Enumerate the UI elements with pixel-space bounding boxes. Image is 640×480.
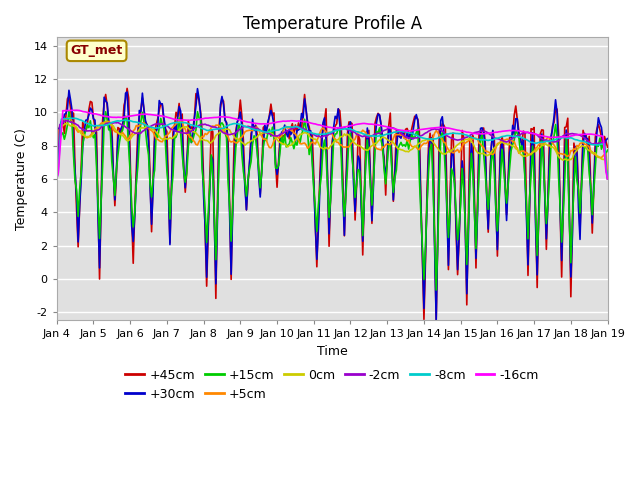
+15cm	[399, 143, 406, 149]
-2cm	[70, 120, 77, 126]
+30cm	[156, 97, 163, 103]
-16cm	[157, 113, 164, 119]
+45cm	[124, 85, 131, 91]
-8cm	[53, 176, 61, 182]
Line: 0cm: 0cm	[57, 122, 607, 179]
+15cm	[368, 202, 376, 208]
+30cm	[194, 86, 202, 92]
+5cm	[157, 139, 164, 144]
-8cm	[157, 125, 164, 131]
Text: GT_met: GT_met	[70, 44, 123, 57]
-2cm	[53, 176, 61, 182]
-8cm	[67, 115, 74, 121]
Line: -8cm: -8cm	[57, 118, 607, 179]
+15cm	[65, 108, 73, 114]
-16cm	[538, 133, 546, 139]
+15cm	[387, 142, 394, 147]
+5cm	[399, 132, 406, 138]
+45cm	[399, 132, 406, 138]
+5cm	[368, 136, 376, 142]
+15cm	[540, 157, 547, 163]
+5cm	[604, 176, 611, 182]
-2cm	[63, 118, 71, 123]
+15cm	[604, 147, 611, 153]
+45cm	[387, 110, 394, 116]
+15cm	[53, 131, 61, 137]
-16cm	[604, 176, 611, 182]
X-axis label: Time: Time	[317, 345, 348, 358]
+5cm	[538, 141, 546, 146]
-8cm	[70, 116, 77, 121]
-16cm	[68, 108, 76, 113]
Line: -2cm: -2cm	[57, 120, 607, 179]
Line: +15cm: +15cm	[57, 111, 607, 290]
+45cm	[157, 101, 164, 107]
+30cm	[68, 107, 76, 113]
-8cm	[368, 133, 376, 139]
-2cm	[604, 176, 611, 182]
+5cm	[65, 115, 73, 120]
+5cm	[53, 176, 61, 181]
+45cm	[604, 144, 611, 150]
+5cm	[70, 121, 77, 127]
+45cm	[368, 220, 376, 226]
+45cm	[433, 318, 440, 324]
-16cm	[73, 108, 81, 113]
-8cm	[387, 131, 394, 136]
-8cm	[604, 176, 611, 182]
Line: -16cm: -16cm	[57, 110, 607, 179]
Line: +5cm: +5cm	[57, 118, 607, 179]
+15cm	[433, 287, 440, 293]
+15cm	[70, 153, 77, 159]
+30cm	[368, 218, 376, 224]
0cm	[368, 143, 376, 149]
+30cm	[53, 124, 61, 130]
+30cm	[604, 136, 611, 142]
-2cm	[399, 132, 406, 137]
0cm	[399, 147, 406, 153]
Line: +30cm: +30cm	[57, 89, 607, 321]
+45cm	[53, 126, 61, 132]
Title: Temperature Profile A: Temperature Profile A	[243, 15, 422, 33]
0cm	[387, 139, 394, 144]
-16cm	[53, 176, 61, 182]
Legend: +45cm, +30cm, +15cm, +5cm, 0cm, -2cm, -8cm, -16cm: +45cm, +30cm, +15cm, +5cm, 0cm, -2cm, -8…	[120, 363, 544, 406]
0cm	[538, 142, 546, 148]
0cm	[104, 119, 111, 125]
-8cm	[399, 129, 406, 135]
0cm	[53, 176, 61, 182]
-2cm	[157, 121, 164, 127]
-2cm	[368, 133, 376, 139]
+45cm	[540, 127, 547, 133]
+15cm	[157, 116, 164, 121]
-2cm	[538, 136, 546, 142]
-16cm	[387, 125, 394, 131]
0cm	[68, 122, 76, 128]
+30cm	[387, 129, 394, 134]
-8cm	[538, 140, 546, 145]
+30cm	[399, 128, 406, 133]
-2cm	[387, 126, 394, 132]
0cm	[604, 176, 611, 182]
-16cm	[368, 121, 376, 127]
Line: +45cm: +45cm	[57, 88, 607, 321]
-16cm	[399, 128, 406, 133]
+30cm	[540, 149, 547, 155]
+5cm	[387, 142, 394, 147]
0cm	[157, 135, 164, 141]
Y-axis label: Temperature (C): Temperature (C)	[15, 128, 28, 230]
+30cm	[433, 318, 440, 324]
+45cm	[68, 120, 76, 125]
